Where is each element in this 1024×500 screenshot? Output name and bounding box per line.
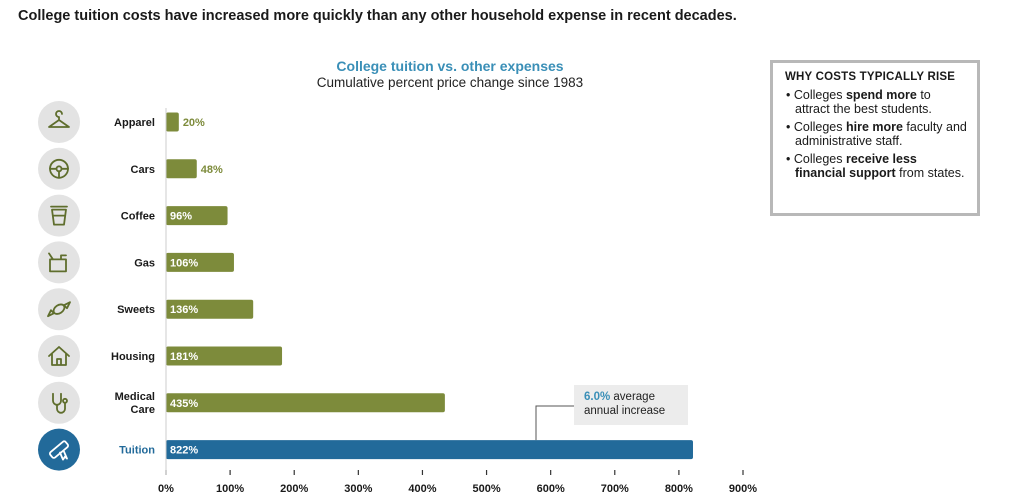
- sidebar-item: • Colleges hire more faculty and adminis…: [786, 120, 967, 148]
- bar-medical-care: [166, 393, 445, 413]
- sidebar-item-post: from states.: [895, 165, 965, 180]
- sidebar-item-pre: Colleges: [793, 152, 846, 166]
- x-tick-label: 800%: [665, 483, 693, 495]
- data-label: 20%: [183, 117, 205, 129]
- bar-housing: [166, 346, 283, 366]
- bar-gas: [166, 252, 234, 272]
- sidebar-item-post: faculty and administrative staff.: [795, 120, 967, 148]
- x-tick-label: 0%: [158, 483, 174, 495]
- house-icon: [38, 335, 80, 377]
- data-label: 48%: [201, 164, 223, 176]
- page-headline: College tuition costs have increased mor…: [18, 8, 737, 24]
- sidebar-item-pre: Colleges: [793, 88, 846, 102]
- data-label: 136%: [170, 304, 198, 316]
- diploma-icon: [38, 428, 80, 471]
- sidebar-item-bold: spend more: [845, 88, 917, 102]
- bar-coffee: [166, 206, 228, 226]
- category-label: Apparel: [114, 117, 155, 129]
- sidebar-item-post: to attract the best students.: [795, 88, 932, 116]
- category-label: Coffee: [121, 211, 155, 223]
- x-tick-label: 300%: [344, 483, 372, 495]
- x-tick-label: 200%: [280, 483, 308, 495]
- callout-text-line2: annual increase: [584, 405, 666, 417]
- why-costs-rise-box: WHY COSTS TYPICALLY RISE • Colleges spen…: [770, 60, 980, 216]
- gas-can-icon: [38, 241, 80, 284]
- x-tick-label: 400%: [408, 483, 436, 495]
- bar-tuition: [166, 440, 693, 460]
- sidebar-item-pre: Colleges: [793, 120, 846, 134]
- callout-text-line1: average: [610, 391, 655, 403]
- data-label: 822%: [170, 445, 198, 457]
- bar-cars: [166, 159, 197, 179]
- sidebar-item: • Colleges spend more to attract the bes…: [786, 88, 932, 116]
- chart-subtitle: Cumulative percent price change since 19…: [316, 75, 584, 90]
- data-label: 435%: [170, 398, 198, 410]
- chart-title: College tuition vs. other expenses: [336, 58, 564, 74]
- steering-wheel-icon: [38, 147, 80, 190]
- x-tick-label: 500%: [472, 483, 500, 495]
- x-tick-label: 600%: [537, 483, 565, 495]
- sidebar-item-bold: hire more: [845, 120, 903, 134]
- stethoscope-icon: [38, 381, 80, 424]
- category-label: Sweets: [117, 304, 155, 316]
- sidebar-item-bold: receive less financial support: [795, 152, 917, 180]
- hanger-icon: [38, 101, 80, 143]
- candy-icon: [38, 288, 80, 331]
- bar-chart: Apparel 20% Cars 48% Coffee 96% Gas 106% Sweets 1…: [38, 101, 757, 495]
- average-increase-callout: 6.0% average annual increase: [574, 385, 688, 425]
- category-label: Gas: [134, 257, 155, 269]
- bar-sweets: [166, 299, 254, 319]
- category-label: Medical Care: [115, 391, 155, 416]
- data-label: 181%: [170, 351, 198, 363]
- data-label: 96%: [170, 211, 192, 223]
- callout-leader-line: [535, 405, 574, 441]
- category-label: Cars: [131, 164, 155, 176]
- sidebar-item: • Colleges receive less financial suppor…: [786, 152, 965, 180]
- x-tick-label: 900%: [729, 483, 757, 495]
- callout-value: 6.0%: [584, 391, 611, 403]
- category-label: Tuition: [119, 445, 155, 457]
- bar-apparel: [166, 112, 179, 132]
- data-label: 106%: [170, 257, 198, 269]
- category-label: Housing: [111, 351, 155, 363]
- coffee-cup-icon: [38, 194, 80, 237]
- sidebar-heading: WHY COSTS TYPICALLY RISE: [785, 71, 956, 83]
- x-tick-label: 700%: [601, 483, 629, 495]
- x-tick-label: 100%: [216, 483, 244, 495]
